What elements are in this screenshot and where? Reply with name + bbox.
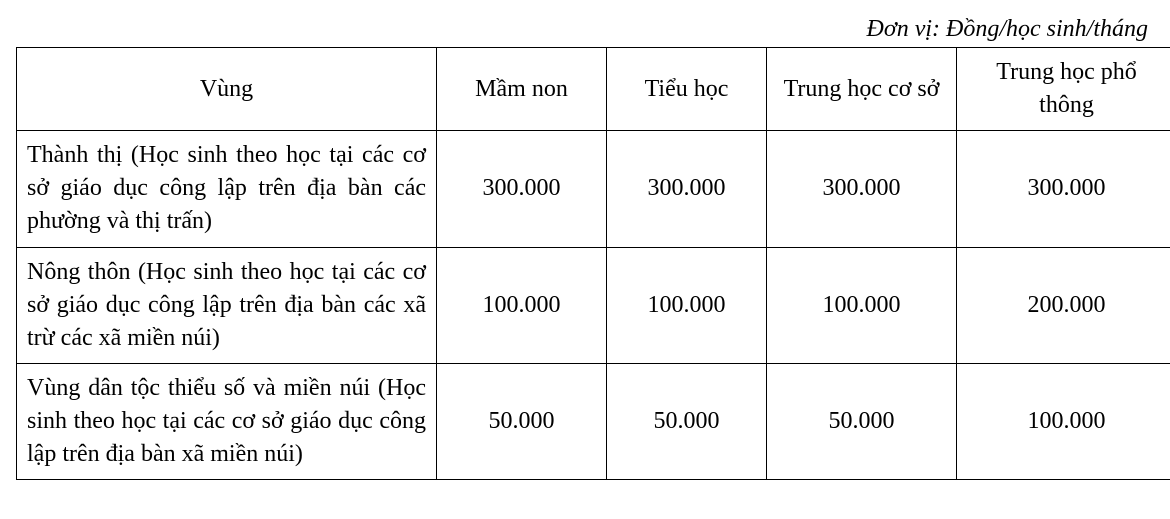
unit-caption: Đơn vị: Đồng/học sinh/tháng xyxy=(16,16,1148,43)
table-row: Nông thôn (Học sinh theo học tại các cơ … xyxy=(17,247,1170,363)
cell-thcs: 100.000 xyxy=(767,247,957,363)
table-row: Thành thị (Học sinh theo học tại các cơ … xyxy=(17,131,1170,247)
table-header-row: Vùng Mầm non Tiểu học Trung học cơ sở Tr… xyxy=(17,48,1170,131)
col-header-mam-non: Mầm non xyxy=(437,48,607,131)
cell-region: Nông thôn (Học sinh theo học tại các cơ … xyxy=(17,247,437,363)
cell-thcs: 50.000 xyxy=(767,363,957,479)
cell-mam-non: 100.000 xyxy=(437,247,607,363)
col-header-thpt: Trung học phổ thông xyxy=(957,48,1170,131)
cell-tieu-hoc: 300.000 xyxy=(607,131,767,247)
cell-thpt: 100.000 xyxy=(957,363,1170,479)
col-header-region: Vùng xyxy=(17,48,437,131)
fee-table: Vùng Mầm non Tiểu học Trung học cơ sở Tr… xyxy=(16,47,1170,480)
cell-region: Vùng dân tộc thiểu số và miền núi (Học s… xyxy=(17,363,437,479)
cell-tieu-hoc: 50.000 xyxy=(607,363,767,479)
cell-mam-non: 300.000 xyxy=(437,131,607,247)
cell-thcs: 300.000 xyxy=(767,131,957,247)
col-header-tieu-hoc: Tiểu học xyxy=(607,48,767,131)
cell-thpt: 300.000 xyxy=(957,131,1170,247)
cell-thpt: 200.000 xyxy=(957,247,1170,363)
cell-tieu-hoc: 100.000 xyxy=(607,247,767,363)
cell-region: Thành thị (Học sinh theo học tại các cơ … xyxy=(17,131,437,247)
cell-mam-non: 50.000 xyxy=(437,363,607,479)
col-header-thcs: Trung học cơ sở xyxy=(767,48,957,131)
table-row: Vùng dân tộc thiểu số và miền núi (Học s… xyxy=(17,363,1170,479)
